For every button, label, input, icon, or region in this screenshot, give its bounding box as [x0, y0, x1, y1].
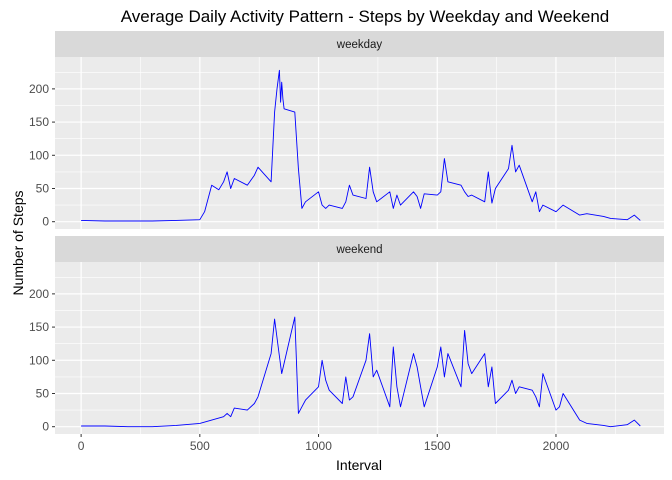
y-tick-label: 150: [29, 320, 49, 334]
facet-weekday: weekday 0 50 100 150 200: [21, 31, 664, 229]
x-tick-label: 1500: [424, 439, 451, 453]
series-line-weekday: [81, 69, 641, 222]
chart-title: Average Daily Activity Pattern - Steps b…: [121, 7, 610, 26]
strip-background: [55, 31, 664, 57]
strip-label: weekend: [335, 244, 382, 256]
y-tick-label: 100: [29, 148, 49, 162]
x-tick-label: 1000: [305, 439, 332, 453]
y-tick-label: 200: [29, 287, 49, 301]
y-tick-label: 150: [29, 115, 49, 129]
y-tick-label: 50: [36, 181, 50, 195]
y-tick-label: 100: [29, 353, 49, 367]
x-axis: 0 500 1000 1500 2000: [78, 434, 570, 453]
x-axis-title: Interval: [336, 457, 382, 473]
series-line-weekend: [81, 316, 641, 428]
facet-panels: weekday 0 50 100 150 200 weekend 0 50 100 150 200: [21, 31, 664, 434]
panel-background: [55, 262, 664, 434]
x-tick-label: 500: [190, 439, 210, 453]
x-tick-label: 2000: [543, 439, 570, 453]
y-tick-label: 0: [42, 420, 49, 434]
facet-weekend: weekend 0 50 100 150 200: [21, 236, 664, 434]
panel-background: [55, 57, 664, 229]
y-tick-label: 0: [42, 215, 49, 229]
y-axis-title: Number of Steps: [10, 190, 26, 295]
y-tick-label: 200: [29, 82, 49, 96]
strip-background: [55, 236, 664, 262]
strip-label: weekday: [336, 39, 383, 51]
y-tick-label: 50: [36, 386, 50, 400]
x-tick-label: 0: [78, 439, 85, 453]
